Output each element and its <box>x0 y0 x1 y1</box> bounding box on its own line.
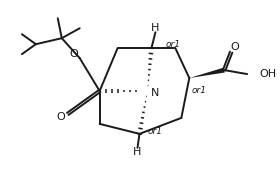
Text: or1: or1 <box>191 86 206 94</box>
Text: O: O <box>231 42 239 52</box>
Polygon shape <box>189 68 225 78</box>
Text: O: O <box>69 49 78 59</box>
Text: O: O <box>56 112 65 122</box>
Text: or1: or1 <box>165 40 180 49</box>
Text: N: N <box>151 88 160 98</box>
Text: H: H <box>151 23 160 33</box>
Text: OH: OH <box>259 69 276 79</box>
Text: H: H <box>133 147 142 157</box>
Text: or1: or1 <box>148 127 162 136</box>
